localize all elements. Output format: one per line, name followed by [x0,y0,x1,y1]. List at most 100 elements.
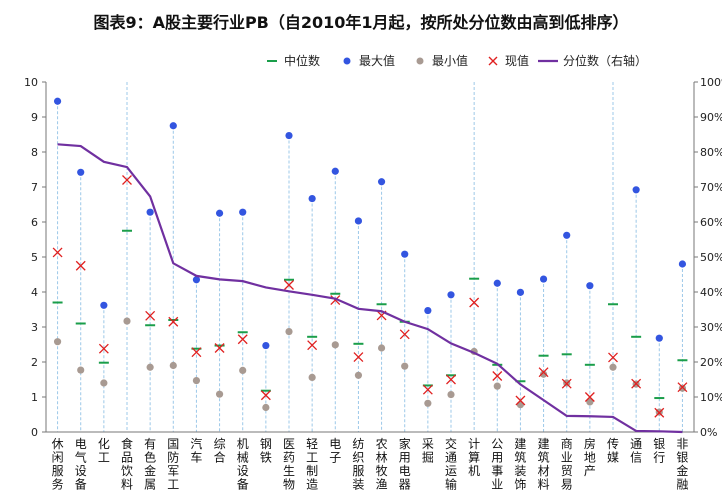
current-value-mark [284,280,294,290]
category-label: 计算机 [468,437,480,478]
current-value-mark [515,395,526,406]
legend-item-max: 最大值 [343,53,395,68]
min-point [539,370,548,378]
current-value-mark [677,382,688,393]
category-label: 医药生物 [283,437,295,492]
current-value-mark [492,371,503,381]
current-value-mark [654,407,665,418]
current-value-mark [122,175,132,185]
left-tick-label: 10 [24,76,38,89]
left-tick-label: 0 [31,426,38,439]
category-label: 家用电器 [399,436,411,492]
max-point [516,288,525,296]
legend-item-current: 现值 [488,53,529,68]
current-value-mark [608,352,618,363]
max-point [192,276,201,284]
right-tick-label: 40% [700,286,722,299]
axes [45,82,695,433]
legend-label: 最小值 [432,53,468,68]
max-point [655,334,663,342]
category-label: 商业贸易 [561,436,573,492]
left-tick-label: 1 [31,391,38,404]
legend: 中位数 最大值 最小值 现值 分位数（右轴） [267,53,647,68]
max-point [308,194,316,203]
current-value-mark [214,343,225,353]
min-point [609,363,617,371]
right-tick-label: 20% [700,356,722,369]
min-point [123,317,131,325]
min-point [493,382,501,390]
min-point [586,398,594,406]
max-point [401,250,409,258]
max-point [447,291,455,299]
right-tick-label: 30% [700,321,722,334]
max-point [239,208,247,216]
min-point [401,362,409,370]
max-point [539,275,548,283]
max-point [100,301,108,309]
category-labels: 休闲服务电气设备化工食品饮料有色金属国防军工汽车综合机械设备钢铁医药生物轻工制造… [52,436,689,492]
left-axis-ticks: 0 1 2 3 4 5 6 7 8 9 10 [24,76,46,439]
current-value-mark [631,378,642,389]
min-point [377,344,386,352]
max-point [169,122,177,130]
min-point [424,399,432,407]
right-tick-label: 100% [700,76,722,89]
category-label: 公用事业 [491,437,503,492]
current-value-mark [237,334,248,345]
max-point [563,231,571,239]
left-tick-label: 6 [31,216,38,229]
current-value-mark [399,329,410,340]
category-label: 休闲服务 [52,437,64,492]
legend-label: 中位数 [284,53,320,68]
min-point [331,341,339,349]
max-point [493,279,501,287]
left-tick-label: 5 [31,251,38,264]
right-tick-label: 80% [700,146,722,159]
max-point [146,208,154,216]
max-point [53,97,62,105]
max-point [632,186,640,194]
percentile-line [57,143,683,434]
current-value-mark [538,367,549,378]
category-label: 汽车 [190,436,202,465]
legend-dot-icon [343,57,351,65]
legend-x-icon [488,56,498,66]
right-tick-label: 50% [700,251,722,264]
current-value-mark [98,343,109,354]
legend-item-percentile: 分位数（右轴） [538,53,647,68]
left-tick-label: 9 [31,111,38,124]
current-value-mark [584,392,595,402]
category-label: 房地产 [584,436,596,478]
left-tick-label: 4 [31,286,38,299]
current-value-mark [52,247,63,258]
current-value-mark [446,374,456,385]
current-value-mark [260,390,271,401]
category-gridlines [57,82,683,432]
max-point [215,209,224,217]
right-axis-ticks: 0% 10% 20% 30% 40% 50% 60% 70% 80% 90% 100% [694,76,722,439]
max-point [77,168,85,176]
min-point [262,403,270,412]
right-tick-label: 60% [700,216,722,229]
category-label: 交通运输 [445,436,457,492]
category-label: 电气设备 [75,437,87,492]
category-label: 综合 [214,437,226,465]
max-point [331,167,339,175]
category-label: 机械设备 [237,437,249,492]
legend-item-min: 最小值 [416,53,468,68]
min-point [285,327,293,336]
category-label: 采掘 [422,437,434,465]
legend-label: 分位数（右轴） [563,53,647,68]
min-point [146,363,154,371]
right-tick-label: 10% [700,391,722,404]
category-label: 轻工制造 [306,437,318,492]
category-label: 钢铁 [260,437,272,465]
category-label: 建筑装饰 [514,437,526,492]
category-label: 银行 [653,437,665,465]
right-tick-label: 0% [700,426,717,439]
current-value-mark [191,347,202,358]
category-label: 食品饮料 [121,436,133,492]
current-value-mark [168,316,179,327]
max-point [424,306,432,315]
